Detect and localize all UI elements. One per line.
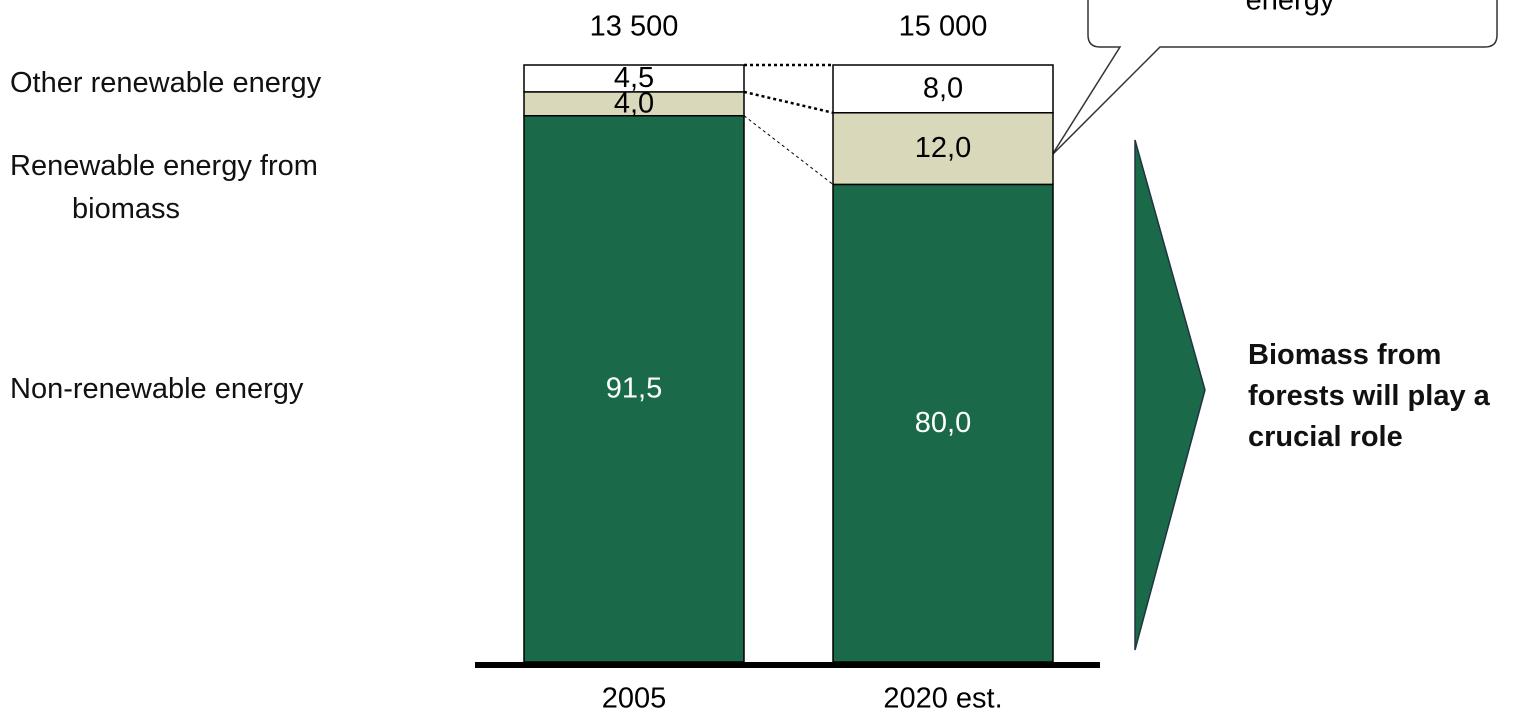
- legend-label: Renewable energy from biomass: [10, 150, 318, 225]
- bar-segment: [832, 183, 1054, 663]
- value-label: 80,0: [915, 407, 971, 439]
- bar-segment: [832, 64, 1054, 114]
- annotation: Biomass from forests will play a crucial…: [1248, 339, 1490, 453]
- total-label: 15 000: [899, 11, 988, 43]
- value-label: 91,5: [606, 373, 662, 405]
- legend-label: Other renewable energy: [10, 67, 322, 99]
- value-label: 8,0: [923, 73, 963, 105]
- bar-segment: [832, 112, 1054, 186]
- x-tick-label: 2020 est.: [883, 683, 1002, 715]
- value-label: 4,5: [614, 62, 654, 94]
- connector: [743, 115, 834, 185]
- value-label: 4,0: [614, 87, 654, 119]
- legend-label: Non-renewable energy: [10, 373, 304, 405]
- bar-segment: [523, 64, 745, 93]
- value-label: 12,0: [915, 132, 971, 164]
- x-tick-label: 2005: [602, 683, 667, 715]
- arrow: [1134, 139, 1206, 651]
- bar-segment: [523, 114, 745, 663]
- total-label: 13 500: [590, 11, 679, 43]
- connector: [743, 90, 834, 114]
- callout-text: energy: [1246, 0, 1335, 17]
- callout-box: [1051, 0, 1498, 156]
